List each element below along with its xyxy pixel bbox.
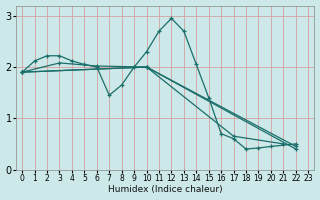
X-axis label: Humidex (Indice chaleur): Humidex (Indice chaleur) [108,185,222,194]
